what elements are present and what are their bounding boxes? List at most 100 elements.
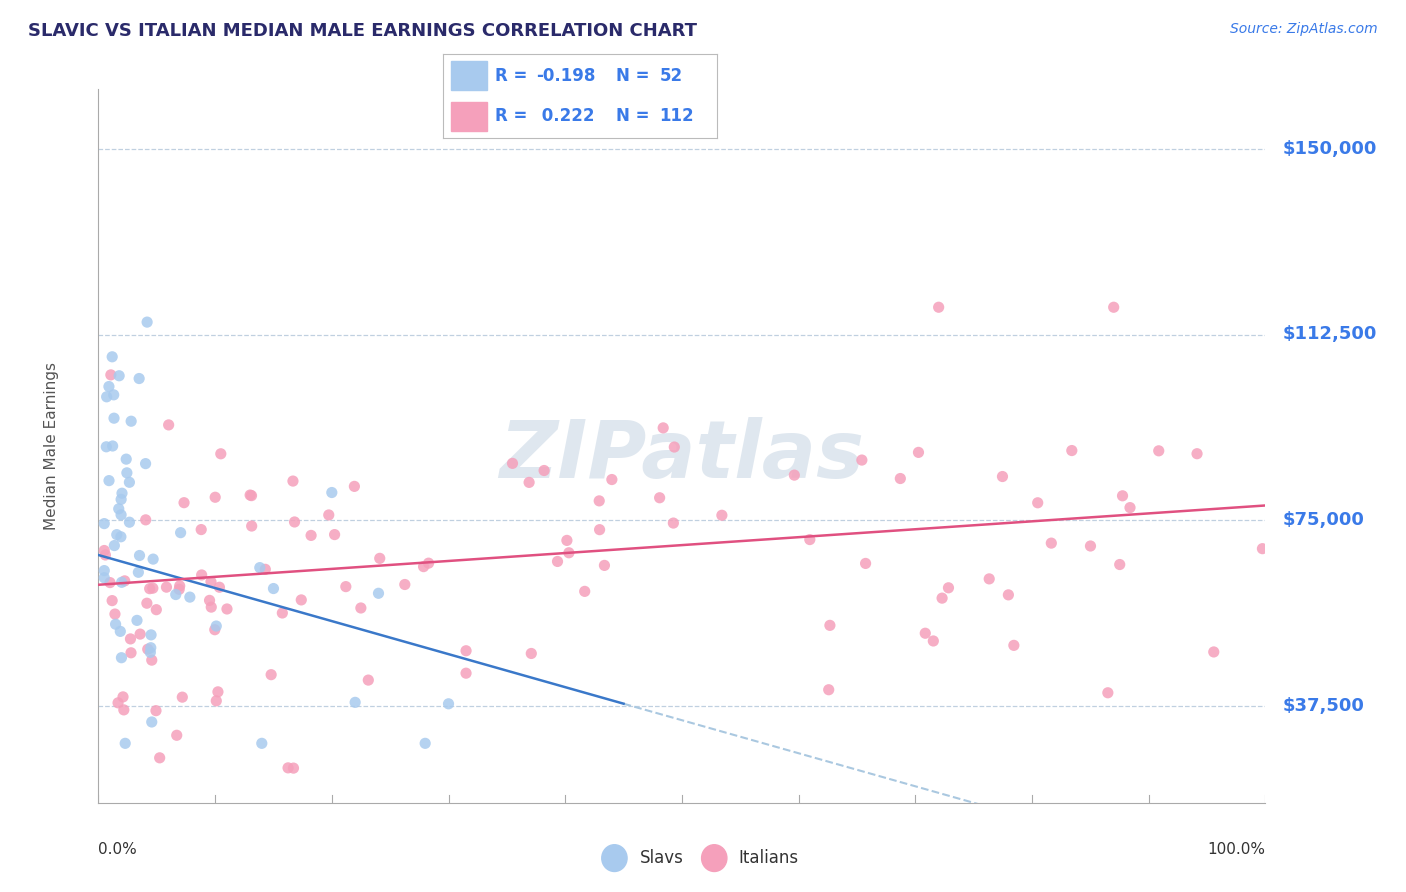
Point: [111, 690, 134, 704]
Text: SLAVIC VS ITALIAN MEDIAN MALE EARNINGS CORRELATION CHART: SLAVIC VS ITALIAN MEDIAN MALE EARNINGS C…: [28, 22, 697, 40]
Point: [204, 623, 226, 637]
Point: [169, 579, 191, 593]
Point: [139, 645, 162, 659]
Point: [368, 551, 391, 566]
Text: $150,000: $150,000: [1282, 140, 1378, 158]
Point: [207, 685, 229, 699]
Point: [1040, 536, 1063, 550]
Point: [710, 508, 733, 523]
Text: ZIPatlas: ZIPatlas: [499, 417, 865, 495]
Point: [250, 736, 273, 750]
Point: [145, 704, 167, 718]
Point: [110, 624, 132, 639]
Point: [357, 673, 380, 687]
Point: [198, 593, 221, 607]
Point: [413, 736, 436, 750]
Point: [600, 473, 623, 487]
Point: [94, 548, 117, 562]
Point: [593, 558, 616, 573]
Point: [931, 591, 953, 606]
Point: [889, 471, 911, 485]
Point: [125, 613, 148, 627]
Text: 0.222: 0.222: [536, 107, 595, 125]
Point: [318, 508, 340, 522]
Point: [101, 593, 124, 607]
Point: [145, 602, 167, 616]
Point: [323, 527, 346, 541]
Point: [172, 690, 194, 705]
Point: [418, 556, 440, 570]
Point: [135, 596, 157, 610]
Text: 112: 112: [659, 107, 695, 125]
Point: [290, 593, 312, 607]
Point: [98, 474, 121, 488]
Text: R =: R =: [495, 67, 533, 85]
Point: [128, 549, 150, 563]
Point: [239, 488, 262, 502]
Point: [114, 736, 136, 750]
Point: [1080, 539, 1102, 553]
Point: [142, 552, 165, 566]
Point: [1108, 558, 1130, 572]
Point: [855, 557, 877, 571]
Point: [277, 761, 299, 775]
Point: [135, 513, 157, 527]
Point: [922, 634, 945, 648]
Point: [205, 619, 228, 633]
Point: [991, 469, 1014, 483]
Point: [350, 601, 373, 615]
Point: [818, 618, 841, 632]
Point: [555, 533, 578, 548]
Point: [394, 577, 416, 591]
Point: [240, 489, 263, 503]
Point: [115, 466, 138, 480]
Point: [105, 527, 128, 541]
Point: [96, 440, 118, 454]
Point: [335, 580, 357, 594]
Point: [98, 575, 121, 590]
Point: [1147, 443, 1170, 458]
Point: [169, 525, 191, 540]
Point: [104, 617, 127, 632]
Text: $37,500: $37,500: [1282, 698, 1365, 715]
Point: [574, 584, 596, 599]
Point: [112, 703, 135, 717]
Point: [1002, 638, 1025, 652]
Point: [1111, 489, 1133, 503]
Point: [204, 490, 226, 504]
Point: [108, 368, 131, 383]
Point: [110, 492, 132, 507]
Point: [115, 452, 138, 467]
Point: [107, 696, 129, 710]
Point: [1185, 447, 1208, 461]
Point: [136, 315, 159, 329]
Point: [851, 453, 873, 467]
Point: [110, 508, 132, 522]
Point: [344, 695, 367, 709]
Point: [97, 379, 120, 393]
Point: [127, 566, 149, 580]
Text: N =: N =: [616, 107, 655, 125]
Text: Italians: Italians: [738, 849, 799, 867]
Point: [93, 564, 115, 578]
Point: [262, 582, 284, 596]
Point: [104, 607, 127, 621]
Point: [93, 571, 115, 585]
Point: [321, 485, 343, 500]
Point: [190, 568, 212, 582]
Text: R =: R =: [495, 107, 533, 125]
Point: [103, 388, 125, 402]
Point: [167, 582, 190, 597]
Point: [93, 543, 115, 558]
Point: [118, 475, 141, 490]
Point: [165, 588, 187, 602]
Point: [120, 632, 142, 646]
Point: [215, 602, 238, 616]
Point: [149, 751, 172, 765]
Bar: [451, 102, 486, 130]
Point: [200, 574, 222, 589]
Point: [547, 554, 569, 568]
Point: [938, 581, 960, 595]
Point: [979, 572, 1001, 586]
Point: [101, 439, 124, 453]
